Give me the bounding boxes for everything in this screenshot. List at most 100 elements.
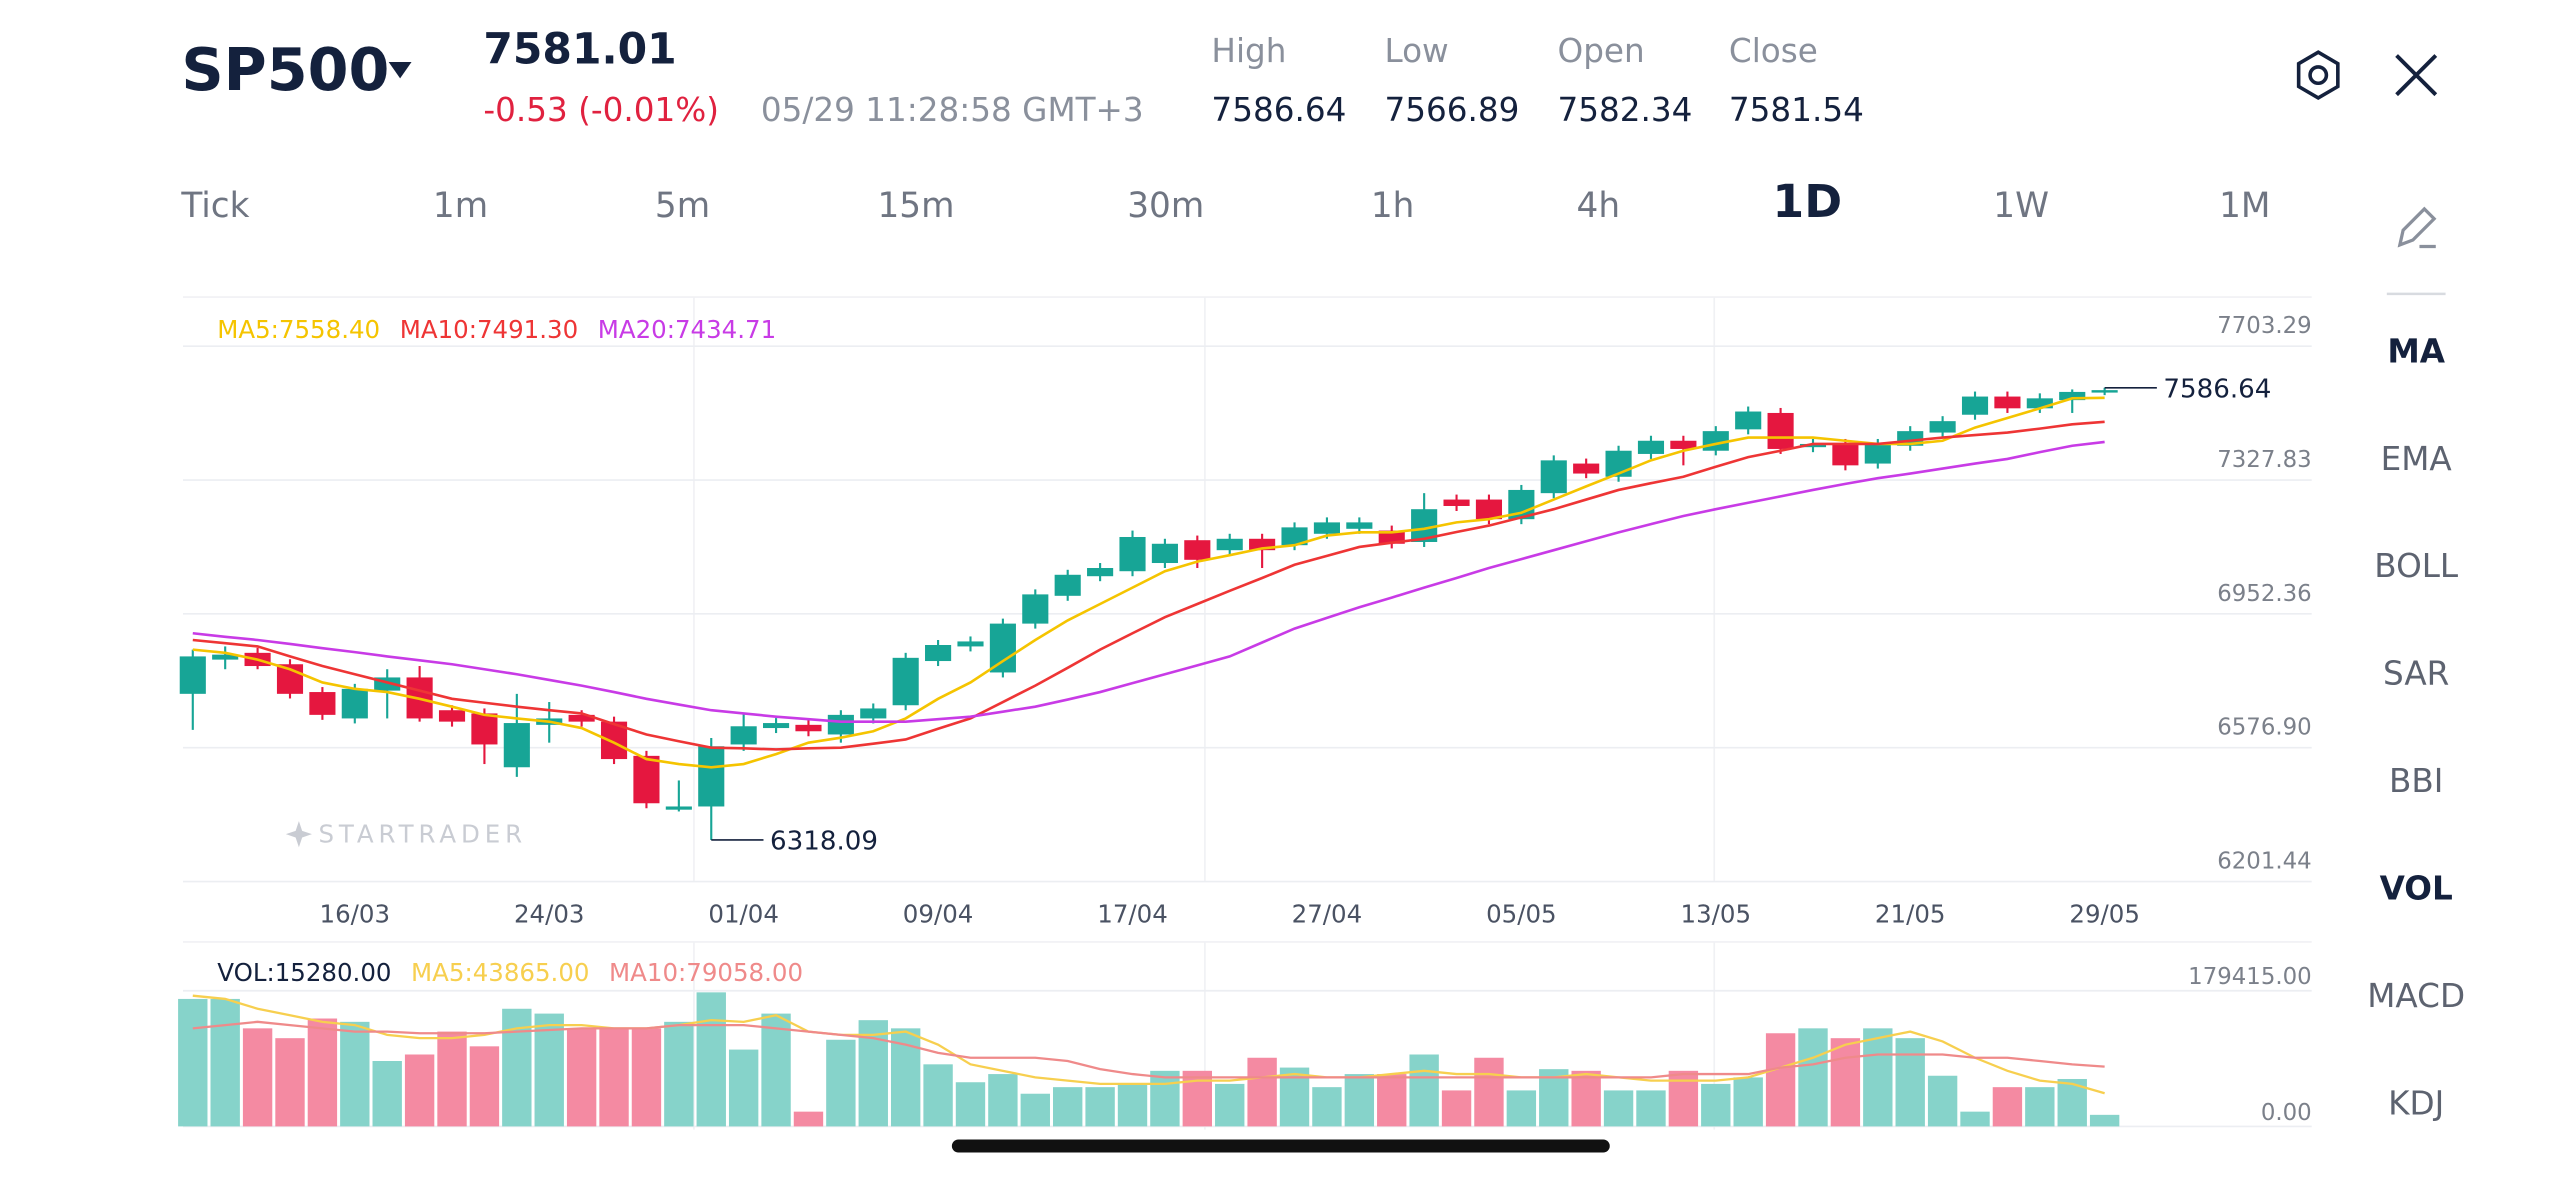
- candle-body: [1281, 527, 1308, 546]
- candle-body: [1054, 574, 1081, 596]
- last-price: 7581.01: [483, 26, 676, 75]
- candle-body: [212, 654, 239, 660]
- candle-body: [1799, 443, 1827, 448]
- candle-body: [2026, 398, 2053, 409]
- x-tick-label: 01/04: [708, 899, 779, 928]
- volume-bar: [469, 1046, 500, 1127]
- legend-label: MA10:79058.00: [609, 958, 803, 987]
- volume-bar: [307, 1018, 338, 1127]
- legend-label: MA20:7434.71: [598, 315, 776, 344]
- y-tick-label: 179415.00: [2188, 964, 2312, 990]
- indicator-tab[interactable]: MA: [2387, 332, 2445, 370]
- x-tick-label: 05/05: [1486, 899, 1557, 928]
- candle-body: [698, 746, 725, 807]
- x-tick-label: 27/04: [1292, 899, 1363, 928]
- indicator-tab[interactable]: BOLL: [2374, 547, 2458, 585]
- x-tick-label: 29/05: [2069, 899, 2140, 928]
- candle-body: [730, 726, 757, 745]
- max-label: 7586.64: [2163, 375, 2271, 405]
- timeframe-tab[interactable]: 5m: [655, 186, 710, 226]
- draw-tool-icon[interactable]: [2397, 206, 2437, 249]
- candle-body: [1637, 440, 1665, 454]
- candle-body: [1313, 522, 1340, 534]
- stat-value: 7581.54: [1729, 91, 1864, 129]
- volume-bar: [988, 1074, 1018, 1127]
- volume-bar: [1992, 1087, 2023, 1127]
- y-tick-label: 0.00: [2261, 1100, 2312, 1126]
- volume-bar: [1150, 1070, 1180, 1127]
- volume-bar: [1441, 1090, 1472, 1127]
- watermark-text: STARTRADER: [318, 819, 527, 848]
- candle-body: [1767, 412, 1794, 449]
- candle-body: [633, 755, 660, 804]
- volume-bar: [1117, 1083, 1148, 1127]
- timeframe-tab[interactable]: 1D: [1772, 175, 1842, 228]
- volume-bar: [178, 998, 208, 1127]
- symbol[interactable]: SP500: [181, 35, 389, 104]
- volume-bar: [793, 1111, 824, 1127]
- timestamp: 05/29 11:28:58 GMT+3: [761, 91, 1144, 129]
- candle-body: [827, 714, 854, 735]
- indicator-tab[interactable]: EMA: [2381, 440, 2453, 478]
- indicator-tab[interactable]: BBI: [2389, 762, 2443, 800]
- volume-bar: [1020, 1093, 1050, 1127]
- candle-body: [1119, 536, 1146, 572]
- candle-body: [957, 641, 984, 647]
- candle-body: [925, 645, 952, 662]
- y-tick-label: 6576.90: [2217, 715, 2311, 741]
- candle-body: [1216, 538, 1243, 551]
- volume-bar: [1668, 1070, 1699, 1127]
- volume-bar: [1733, 1077, 1763, 1127]
- home-indicator: [951, 1139, 1610, 1153]
- candle-body: [1573, 463, 1600, 474]
- min-label: 6318.09: [770, 827, 878, 857]
- timeframe-tab[interactable]: 4h: [1577, 186, 1621, 226]
- volume-bar: [1798, 1028, 1828, 1127]
- indicator-tab[interactable]: MACD: [2367, 977, 2465, 1015]
- volume-bar: [599, 1028, 629, 1127]
- candle-body: [1087, 568, 1114, 577]
- candle-body: [1994, 396, 2021, 409]
- timeframe-tab[interactable]: 1m: [433, 186, 488, 226]
- settings-icon[interactable]: [2296, 50, 2340, 101]
- candle-body: [179, 656, 206, 694]
- timeframe-tab[interactable]: Tick: [180, 186, 249, 226]
- indicator-tab[interactable]: VOL: [2380, 869, 2453, 907]
- timeframe-tab[interactable]: 30m: [1127, 186, 1204, 226]
- indicator-tab[interactable]: KDJ: [2388, 1084, 2444, 1122]
- timeframe-tab[interactable]: 1W: [1993, 186, 2049, 226]
- candle-body: [1249, 538, 1276, 551]
- timeframe-tab[interactable]: 1M: [2219, 186, 2270, 226]
- close-icon[interactable]: [2395, 54, 2438, 97]
- stat-label: High: [1211, 32, 1286, 70]
- stat-value: 7586.64: [1211, 91, 1346, 129]
- volume-bar: [1960, 1111, 1990, 1127]
- symbol-dropdown[interactable]: [388, 62, 412, 79]
- candle-body: [892, 657, 919, 706]
- volume-bar: [1895, 1038, 1925, 1127]
- volume-bar: [826, 1039, 856, 1127]
- x-tick-label: 21/05: [1875, 899, 1946, 928]
- volume-bar: [1312, 1087, 1342, 1127]
- timeframe-bar: Tick 1m 5m 15m 30m 1h 4h 1D 1W 1M: [180, 175, 2270, 228]
- volume-bar: [1409, 1054, 1439, 1127]
- volume-bar: [404, 1054, 435, 1127]
- volume-bar: [1247, 1057, 1277, 1127]
- price-change: -0.53 (-0.01%): [483, 91, 719, 129]
- candle-body: [763, 723, 790, 729]
- y-tick-label: 6952.36: [2217, 581, 2311, 607]
- volume-bar: [728, 1049, 759, 1127]
- timeframe-tab[interactable]: 15m: [877, 186, 954, 226]
- volume-bar: [1603, 1090, 1634, 1127]
- vertical-grid: [182, 296, 2312, 1130]
- candle-body: [1832, 443, 1859, 466]
- candle-body: [1670, 440, 1697, 449]
- candle-body: [1151, 543, 1178, 564]
- volume-bar: [1636, 1090, 1666, 1127]
- timeframe-tab[interactable]: 1h: [1371, 186, 1415, 226]
- volume-bar: [1085, 1087, 1115, 1127]
- y-tick-label: 6201.44: [2217, 848, 2311, 874]
- indicator-tab[interactable]: SAR: [2383, 655, 2449, 693]
- x-tick-label: 16/03: [320, 899, 391, 928]
- plot: 7703.29 7327.83 6952.36 6576.90 6201.44 16/03…: [178, 313, 2312, 1128]
